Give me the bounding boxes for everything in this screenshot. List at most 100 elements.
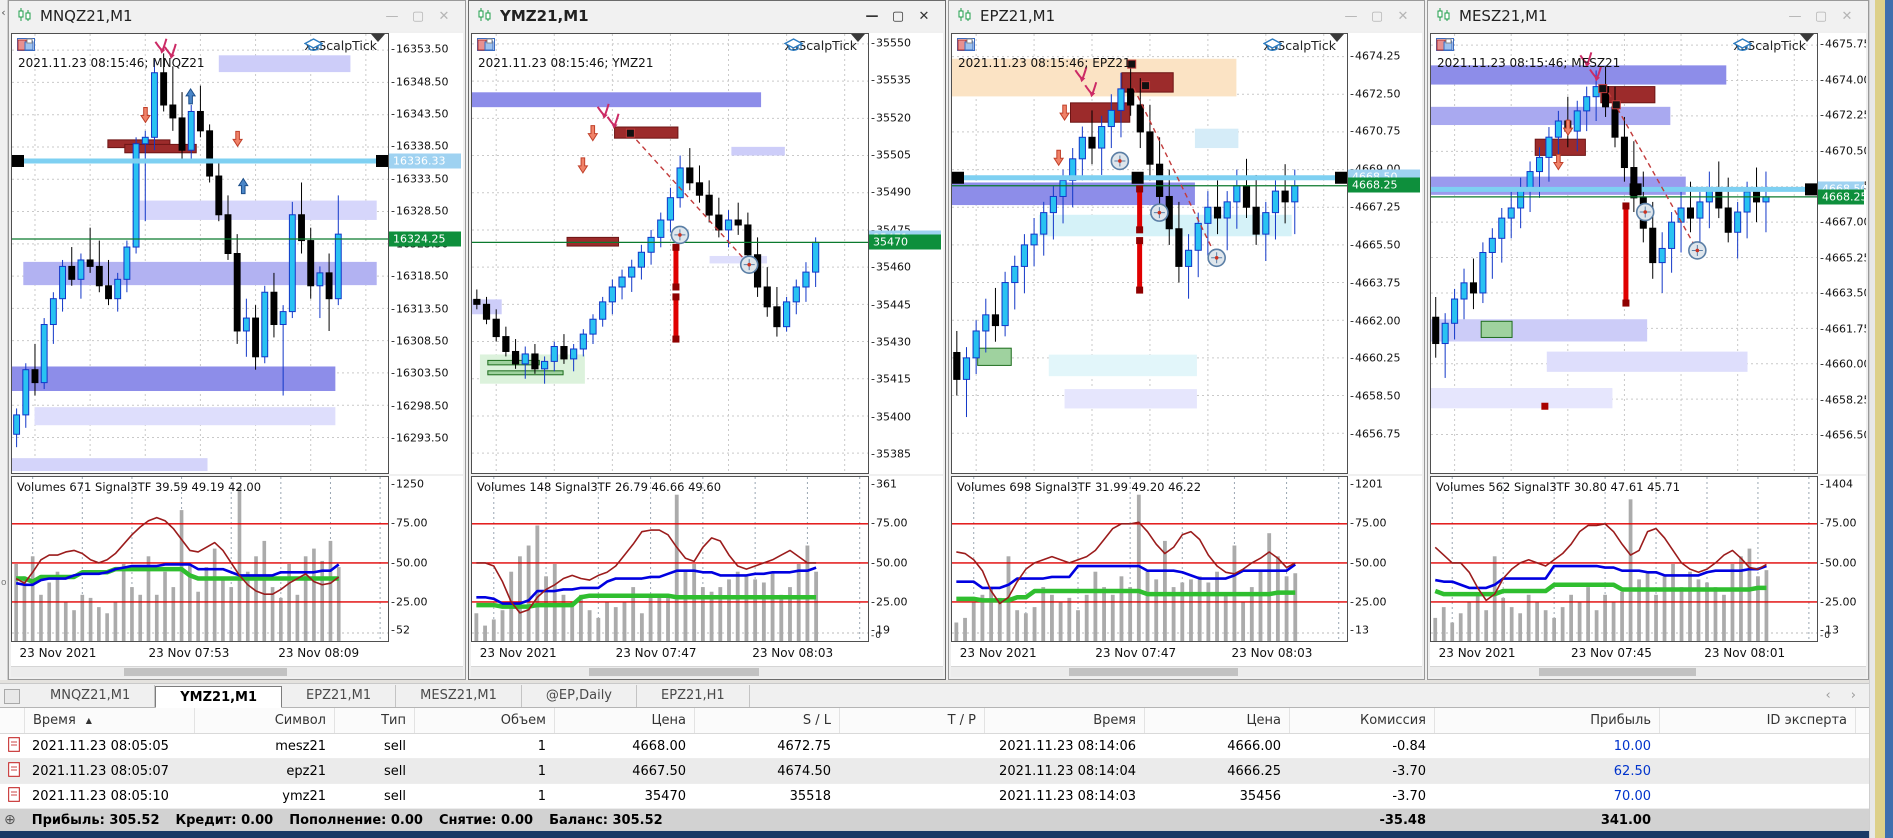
tab-EPZ21,M1[interactable]: EPZ21,M1 <box>282 685 397 707</box>
time-axis[interactable]: 23 Nov 2021 23 Nov 07:47 23 Nov 08:03 <box>951 642 1422 666</box>
maximize-button[interactable]: ▢ <box>1814 8 1828 24</box>
chart-window: EPZ21,M1 — ▢ ✕ 2021.11.23 08:15:46; EPZ21 xsS… <box>948 0 1425 680</box>
candlestick-icon <box>17 7 33 26</box>
right-strip-scrollbar[interactable] <box>1875 0 1885 838</box>
column-header[interactable]: Комиссия <box>1289 708 1434 733</box>
maximize-button[interactable]: ▢ <box>891 8 905 24</box>
table-row[interactable]: 2021.11.23 08:05:05 mesz21 sell 1 4668.00 467… <box>0 734 1874 759</box>
chart-scrollbar[interactable] <box>1430 666 1866 677</box>
chart-title-bar[interactable]: MNQZ21,M1 — ▢ ✕ <box>9 1 465 31</box>
column-header[interactable]: T / P <box>839 708 984 733</box>
price-pane[interactable]: 2021.11.23 08:15:46; MESZ21 xsScalpTick <box>1430 33 1818 474</box>
column-header[interactable]: Тип <box>334 708 414 733</box>
table-row[interactable]: 2021.11.23 08:05:10 ymz21 sell 1 35470 35518 2… <box>0 784 1874 809</box>
header-spacer[interactable] <box>0 708 24 733</box>
candlestick-icon <box>1436 7 1452 26</box>
expand-icon[interactable]: ⊕ <box>4 812 16 828</box>
time-axis[interactable]: 23 Nov 2021 23 Nov 07:53 23 Nov 08:09 <box>11 642 463 666</box>
cell-volume: 1 <box>537 788 546 804</box>
time-axis[interactable]: 23 Nov 2021 23 Nov 07:47 23 Nov 08:03 <box>471 642 943 666</box>
chart-title-bar[interactable]: EPZ21,M1 — ▢ ✕ <box>949 1 1424 31</box>
column-header[interactable]: Цена <box>1144 708 1289 733</box>
tab-@EP,Daily[interactable]: @EP,Daily <box>522 685 638 707</box>
cell-time2: 2021.11.23 08:14:04 <box>999 763 1136 779</box>
column-header[interactable]: Прибыль <box>1434 708 1659 733</box>
dock-splitter[interactable] <box>0 680 1874 684</box>
tab-scroll-arrows[interactable]: ‹ › <box>1825 688 1864 703</box>
cell-symbol: ymz21 <box>282 788 326 804</box>
price-tick-label: 16298.50 <box>391 399 449 412</box>
indicator-zero-label: 0 <box>871 631 881 641</box>
price-axis[interactable]: 16353.50 16348.50 16343.50 16338.50 16333.50… <box>389 33 463 474</box>
cell-profit: 62.50 <box>1613 763 1651 779</box>
price-pane[interactable]: 2021.11.23 08:15:46; MNQZ21 xsScalpTick <box>11 33 389 474</box>
chart-window-title: YMZ21,M1 <box>500 7 589 25</box>
indicator-row: Volumes 671 Signal3TF 39.59 49.19 42.00 1… <box>11 476 463 642</box>
chart-scrollbar-thumb[interactable] <box>1539 668 1696 676</box>
close-button[interactable]: ✕ <box>1841 8 1853 24</box>
indicator-pane[interactable]: Volumes 698 Signal3TF 31.99 49.20 46.22 <box>951 476 1348 642</box>
tab-YMZ21,M1[interactable]: YMZ21,M1 <box>155 686 283 708</box>
price-tick-label: 4661.75 <box>1820 322 1866 335</box>
time-axis[interactable]: 23 Nov 2021 23 Nov 07:45 23 Nov 08:01 <box>1430 642 1866 666</box>
chart-title-bar[interactable]: MESZ21,M1 — ▢ ✕ <box>1428 1 1868 31</box>
summary-item: Снятие: 0.00 <box>438 812 534 828</box>
column-header[interactable]: Цена <box>554 708 694 733</box>
indicator-axis[interactable]: 36175.0050.0025.00190 <box>869 476 943 642</box>
collapse-left-icon[interactable]: ‹ <box>1 6 6 19</box>
price-tick-label: 16333.50 <box>391 172 449 185</box>
tab-MESZ21,M1[interactable]: MESZ21,M1 <box>396 685 522 707</box>
chart-scrollbar-thumb[interactable] <box>1068 668 1239 676</box>
table-row[interactable]: 2021.11.23 08:05:07 epz21 sell 1 4667.50 4674… <box>0 759 1874 784</box>
indicator-pane[interactable]: Volumes 671 Signal3TF 39.59 49.19 42.00 <box>11 476 389 642</box>
chart-scrollbar[interactable] <box>11 666 463 677</box>
toolbox-icon[interactable] <box>4 689 20 704</box>
cell-symbol: epz21 <box>286 763 326 779</box>
chart-scrollbar-thumb[interactable] <box>589 668 759 676</box>
close-button[interactable]: ✕ <box>1397 8 1409 24</box>
price-pane[interactable]: 2021.11.23 08:15:46; YMZ21 xsScalpTick <box>471 33 869 474</box>
indicator-axis[interactable]: 140475.0050.0025.00130 <box>1818 476 1866 642</box>
cell-time2: 2021.11.23 08:14:03 <box>999 788 1136 804</box>
indicator-max-label: 1250 <box>391 478 424 491</box>
chart-scrollbar[interactable] <box>951 666 1422 677</box>
column-header[interactable]: S / L <box>694 708 839 733</box>
maximize-button[interactable]: ▢ <box>1370 8 1384 24</box>
minimize-button[interactable]: — <box>865 8 879 24</box>
indicator-pane[interactable]: Volumes 562 Signal3TF 30.80 47.61 45.71 <box>1430 476 1818 642</box>
column-header[interactable]: ID эксперта <box>1659 708 1855 733</box>
price-pane[interactable]: 2021.11.23 08:15:46; EPZ21 xsScalpTick <box>951 33 1348 474</box>
price-axis[interactable]: 4674.254672.504670.754669.004667.254665.… <box>1348 33 1422 474</box>
indicator-pane[interactable]: Volumes 148 Signal3TF 26.79 46.66 49.60 <box>471 476 869 642</box>
column-header[interactable]: Время ▲ <box>24 708 194 733</box>
cell-price: 4667.50 <box>632 763 686 779</box>
close-button[interactable]: ✕ <box>918 8 930 24</box>
indicator-axis[interactable]: 1201 75.00 50.00 25.00 13 <box>1348 476 1422 642</box>
tab-EPZ21,H1[interactable]: EPZ21,H1 <box>637 685 750 707</box>
indicator-level-label: 75.00 <box>391 517 428 530</box>
taskbar-edge <box>0 831 1893 838</box>
column-header[interactable]: Время <box>984 708 1144 733</box>
tab-MNQZ21,M1[interactable]: MNQZ21,M1 <box>26 685 156 707</box>
minimize-button[interactable]: — <box>385 8 399 24</box>
chart-scrollbar-thumb[interactable] <box>124 668 287 676</box>
minimize-button[interactable]: — <box>1344 8 1358 24</box>
price-tick-label: 4658.25 <box>1820 393 1866 406</box>
maximize-button[interactable]: ▢ <box>411 8 425 24</box>
chart-scrollbar[interactable] <box>471 666 943 677</box>
column-header[interactable]: Символ <box>194 708 334 733</box>
left-panel-edge[interactable]: ‹ o <box>0 0 8 838</box>
chart-title-bar[interactable]: YMZ21,M1 — ▢ ✕ <box>469 1 945 31</box>
column-header[interactable]: Объем <box>414 708 554 733</box>
price-tick-label: 16353.50 <box>391 43 449 56</box>
indicator-row: Volumes 698 Signal3TF 31.99 49.20 46.22 1… <box>951 476 1422 642</box>
price-axis[interactable]: 4675.754674.004672.254670.504668.754667.… <box>1818 33 1866 474</box>
minimize-button[interactable]: — <box>1788 8 1802 24</box>
indicator-level-label: 75.00 <box>1820 517 1857 530</box>
indicator-axis[interactable]: 1250 75.00 50.00 25.00 52 <box>389 476 463 642</box>
charts-area: MNQZ21,M1 — ▢ ✕ 2021.11.23 08:15:46; MNQZ21 x… <box>8 0 1869 680</box>
price-tick-label: 16303.50 <box>391 367 449 380</box>
price-tick-label: 4663.50 <box>1820 287 1866 300</box>
close-button[interactable]: ✕ <box>438 8 450 24</box>
price-axis[interactable]: 3555035535355203550535490354753546035445… <box>869 33 943 474</box>
